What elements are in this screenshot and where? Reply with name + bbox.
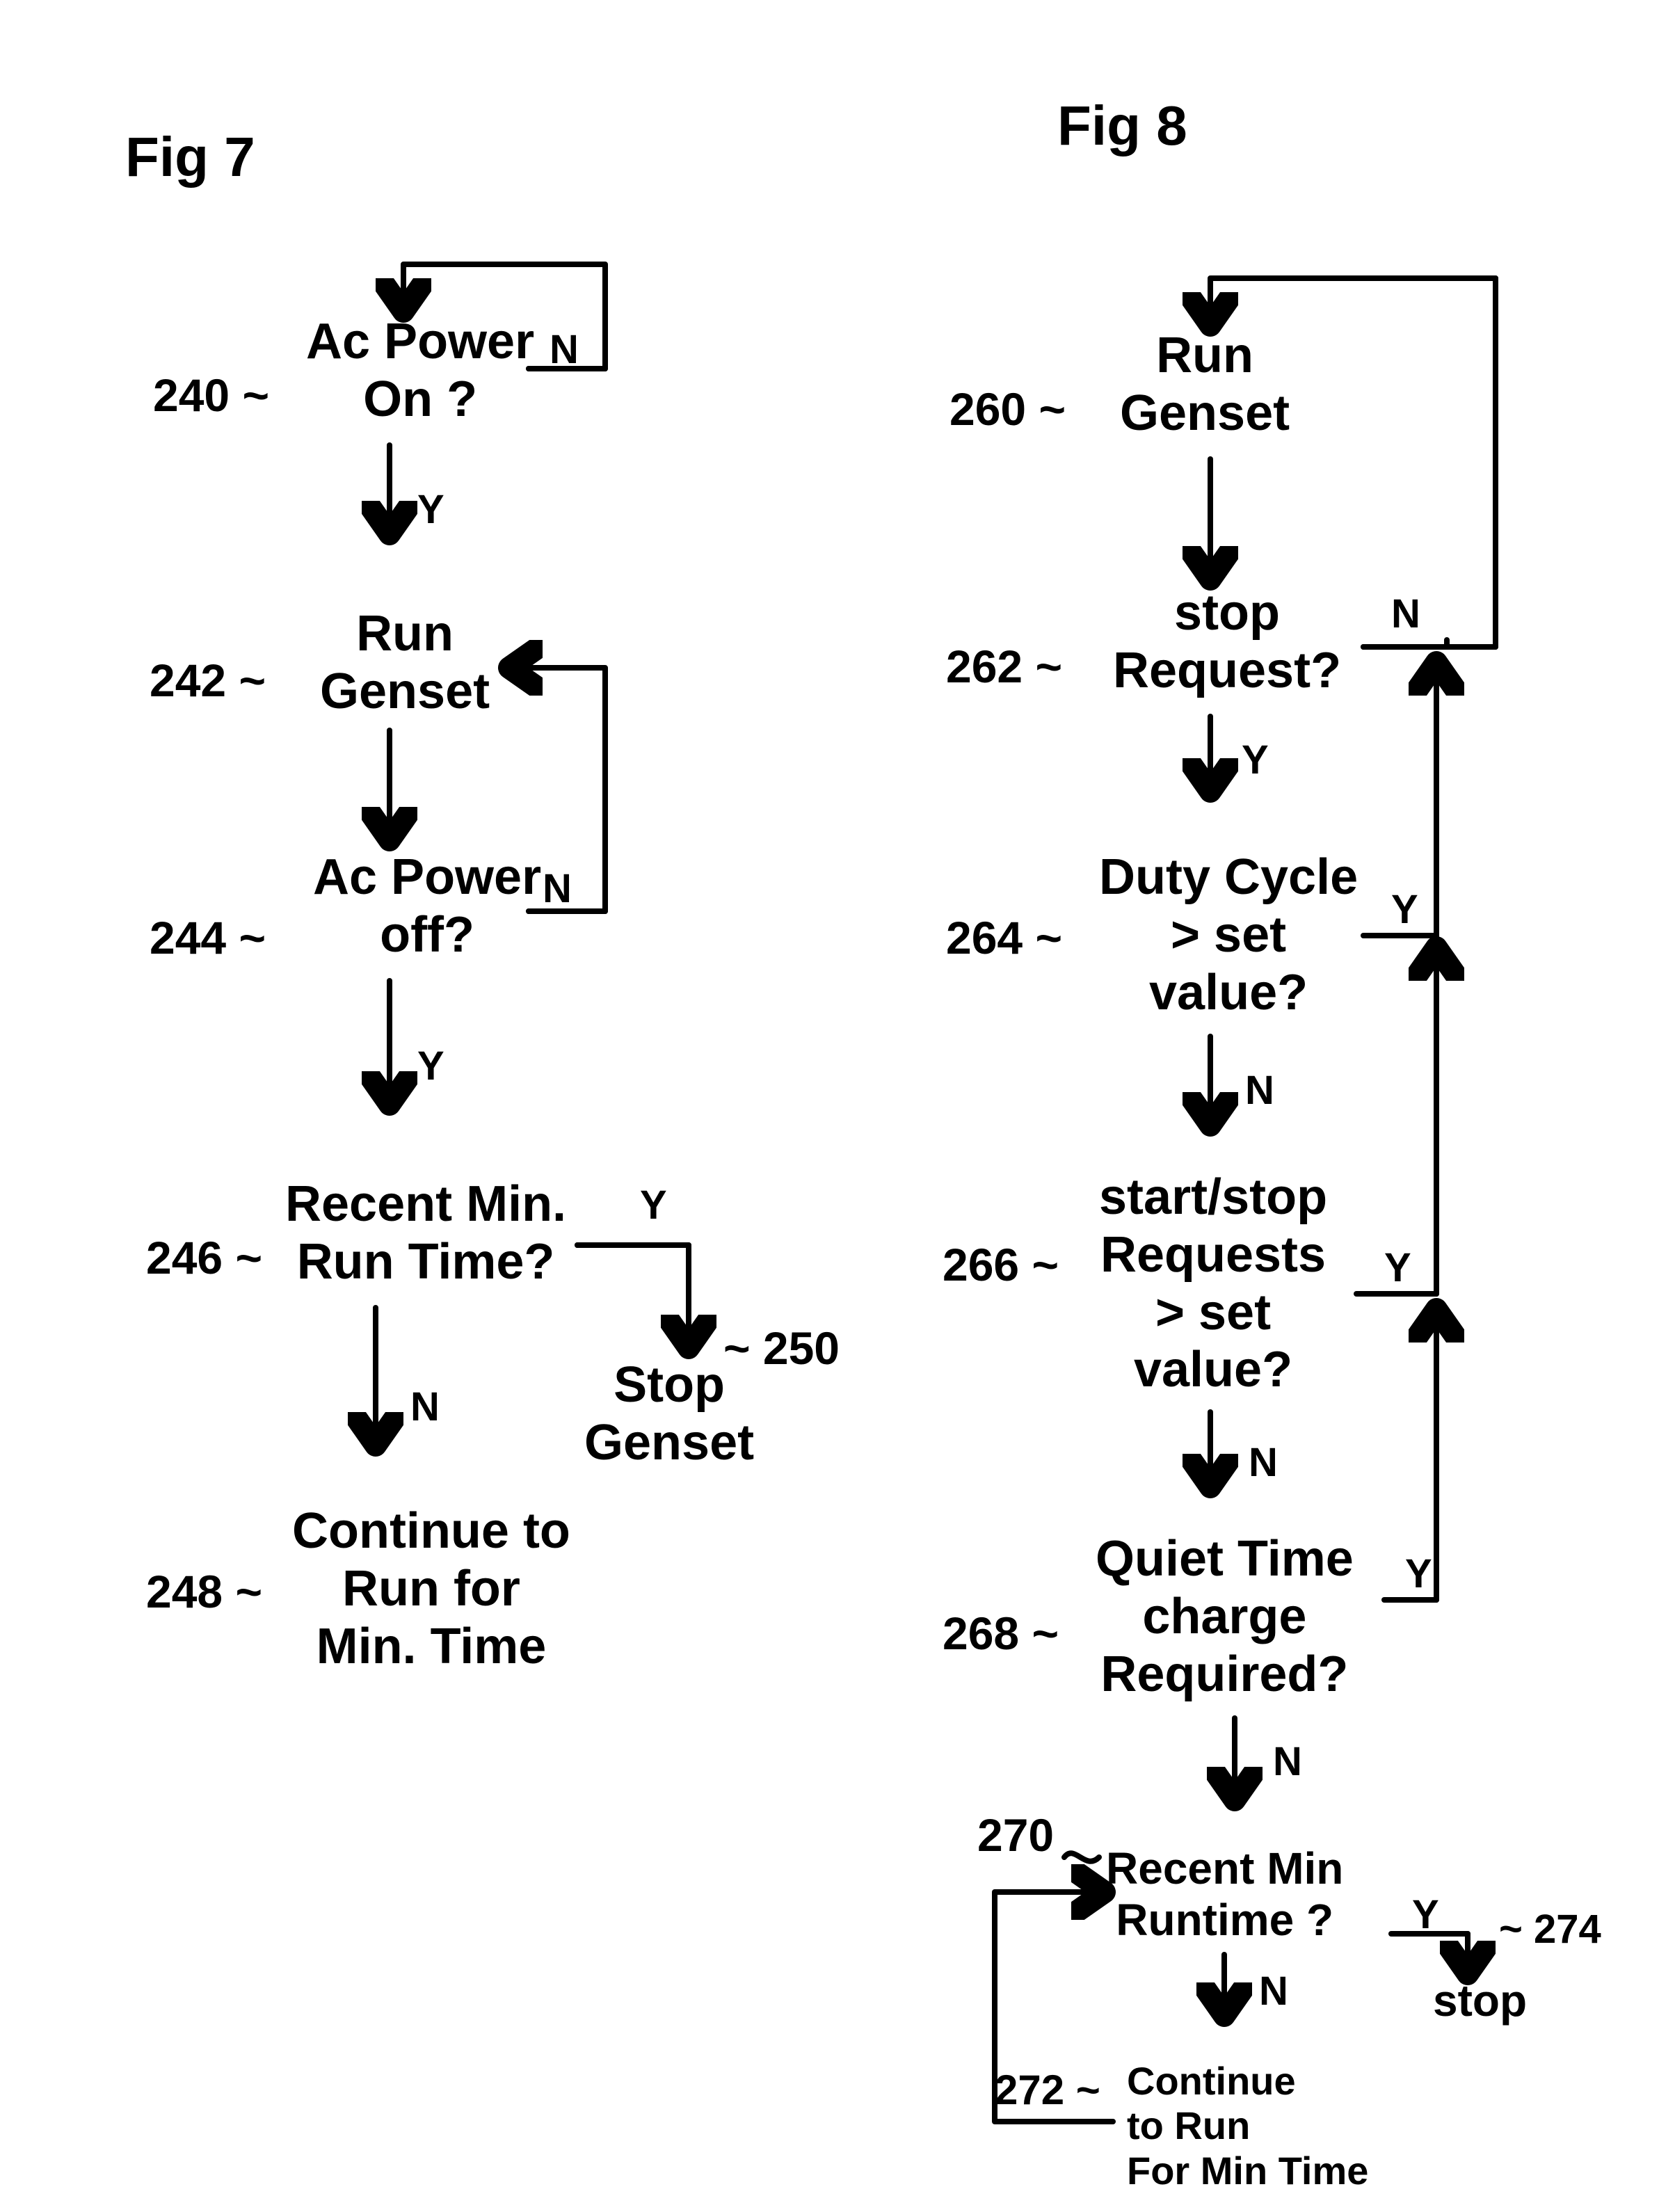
ref-240: 240 ~ <box>153 369 269 422</box>
branch-262-N: N <box>1391 591 1420 638</box>
branch-264-N: N <box>1245 1068 1274 1114</box>
branch-244-N: N <box>543 866 572 913</box>
ref-242: 242 ~ <box>150 654 266 707</box>
node-272: Continue to Run For Min Time <box>1127 2059 1368 2193</box>
fig7-title: Fig 7 <box>125 125 255 189</box>
branch-240-N: N <box>550 327 579 374</box>
node-274: stop <box>1433 1975 1527 2027</box>
fig8-title: Fig 8 <box>1057 94 1187 158</box>
ref-270: 270 <box>977 1809 1054 1861</box>
node-248: Continue to Run for Min. Time <box>292 1502 570 1675</box>
branch-268-Y: Y <box>1405 1551 1432 1598</box>
ref-266: 266 ~ <box>943 1238 1059 1291</box>
connectors <box>0 0 1675 2212</box>
node-268: Quiet Time charge Required? <box>1096 1530 1354 1703</box>
ref-244: 244 ~ <box>150 911 266 964</box>
branch-244-Y: Y <box>417 1043 444 1090</box>
ref-274: ~ 274 <box>1499 1906 1601 1953</box>
ref-272: 272 ~ <box>995 2066 1100 2114</box>
branch-270-Y: Y <box>1412 1892 1439 1939</box>
branch-268-N: N <box>1273 1739 1302 1786</box>
node-266: start/stop Requests > set value? <box>1099 1169 1327 1399</box>
node-264: Duty Cycle > set value? <box>1099 849 1358 1021</box>
node-240: Ac Power On ? <box>306 313 534 428</box>
node-244: Ac Power off? <box>313 849 541 964</box>
branch-246-Y: Y <box>640 1183 667 1229</box>
node-250: Stop Genset <box>584 1356 754 1472</box>
branch-246-N: N <box>410 1384 440 1431</box>
node-242: Run Genset <box>320 605 490 721</box>
node-260: Run Genset <box>1120 327 1290 442</box>
node-246: Recent Min. Run Time? <box>285 1176 566 1291</box>
branch-270-N: N <box>1259 1969 1288 2015</box>
branch-266-N: N <box>1249 1440 1278 1486</box>
branch-262-Y: Y <box>1242 737 1269 784</box>
ref-264: 264 ~ <box>946 911 1062 964</box>
ref-260: 260 ~ <box>949 383 1066 435</box>
node-270: Recent Min Runtime ? <box>1106 1843 1343 1946</box>
ref-246: 246 ~ <box>146 1231 262 1284</box>
ref-262: 262 ~ <box>946 640 1062 693</box>
ref-248: 248 ~ <box>146 1565 262 1618</box>
branch-264-Y: Y <box>1391 887 1418 933</box>
node-262: stop Request? <box>1113 584 1341 700</box>
branch-266-Y: Y <box>1384 1245 1411 1292</box>
ref-268: 268 ~ <box>943 1607 1059 1660</box>
branch-240-Y: Y <box>417 487 444 534</box>
